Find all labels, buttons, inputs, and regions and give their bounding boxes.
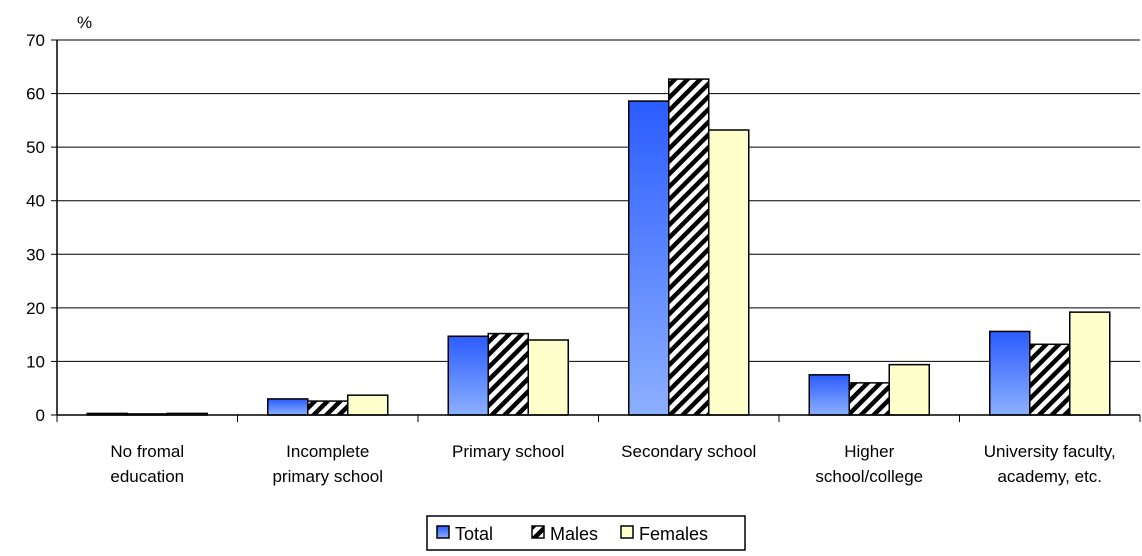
y-axis-ticks: 0 10 20 30 40 50 60 70 <box>26 31 57 425</box>
bar-females <box>708 129 750 416</box>
bar-females <box>888 363 930 416</box>
bar-males <box>848 382 890 416</box>
legend-label-males: Males <box>550 524 598 544</box>
x-category-label: Primary school <box>452 442 564 461</box>
bar-females <box>347 394 389 416</box>
bar-males <box>487 332 529 416</box>
y-tick-label: 70 <box>26 31 45 50</box>
bar-total <box>267 398 309 416</box>
bars <box>86 78 1111 416</box>
y-unit-label: % <box>77 13 92 32</box>
x-category-label: University faculty, academy, etc. <box>984 442 1116 486</box>
bar-total <box>808 374 850 416</box>
y-tick-label: 40 <box>26 192 45 211</box>
legend-swatch-males <box>531 525 545 539</box>
bar-males <box>668 78 710 416</box>
legend-box <box>426 515 746 551</box>
legend-swatch-total <box>436 525 450 539</box>
x-category-label: Secondary school <box>621 442 756 461</box>
legend-label-females: Females <box>639 524 708 544</box>
bar-males <box>1029 343 1071 416</box>
y-tick-label: 20 <box>26 299 45 318</box>
bar-total <box>628 100 670 416</box>
bar-total <box>447 335 489 416</box>
category-labels: No fromal education Incomplete primary scho… <box>110 442 1115 486</box>
y-tick-label: 0 <box>36 406 45 425</box>
y-tick-label: 30 <box>26 245 45 264</box>
y-tick-label: 60 <box>26 85 45 104</box>
bar-total <box>989 330 1031 416</box>
bar-females <box>527 339 569 416</box>
legend: Total Males Females <box>426 515 746 551</box>
y-tick-label: 50 <box>26 138 45 157</box>
x-category-label: No fromal education <box>110 442 184 486</box>
legend-swatch-females <box>620 525 634 539</box>
bar-females <box>1069 311 1111 416</box>
bar-males <box>307 400 349 416</box>
gridlines <box>57 39 1140 362</box>
y-tick-label: 10 <box>26 352 45 371</box>
legend-label-total: Total <box>455 524 493 544</box>
x-category-label: Incomplete primary school <box>272 442 383 486</box>
x-category-label: Higher school/college <box>815 442 923 486</box>
x-axis <box>56 40 1141 422</box>
